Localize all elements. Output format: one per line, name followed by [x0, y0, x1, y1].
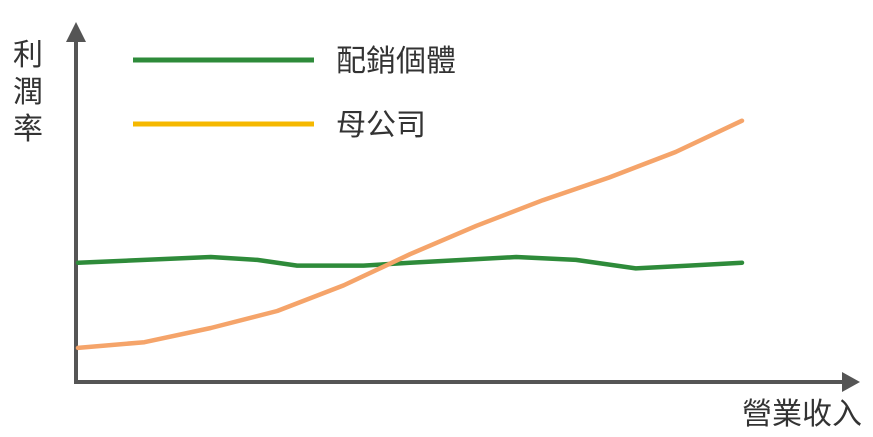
axes — [66, 22, 860, 392]
x-axis-arrow — [842, 372, 860, 392]
series-layer — [75, 118, 745, 351]
series-line-0 — [75, 254, 745, 271]
series-line-1 — [75, 118, 745, 351]
legend-label-0: 配銷個體 — [336, 44, 456, 79]
legend-label-1: 母公司 — [336, 108, 426, 143]
axis-titles: 營業收入 利潤率 — [13, 38, 862, 432]
y-axis-title-char-1: 潤 — [13, 75, 43, 110]
y-axis-title-char-0: 利 — [13, 38, 43, 73]
y-axis-title-char-2: 率 — [13, 112, 43, 147]
x-axis-title: 營業收入 — [742, 397, 862, 432]
y-axis-arrow — [66, 22, 86, 42]
